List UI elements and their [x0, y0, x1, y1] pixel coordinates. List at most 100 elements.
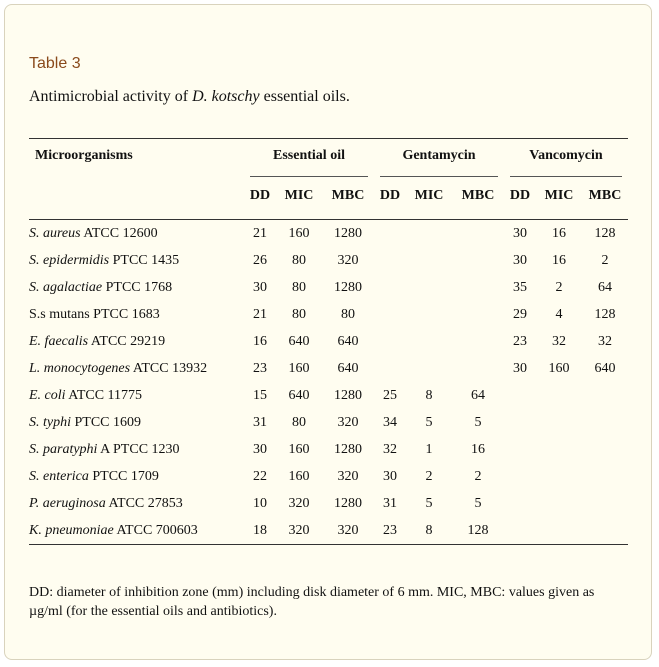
eo-dd-cell: 21 [253, 306, 267, 322]
eo-mbc-header: MBC [331, 188, 365, 203]
table-panel: Table 3 Antimicrobial activity of D. kot… [4, 4, 652, 660]
eo-mic-cell: 80 [292, 279, 306, 295]
gen-dd-cell [374, 355, 406, 382]
van-mic-cell: 4 [555, 306, 563, 322]
strain-code: PTCC 1609 [71, 414, 142, 430]
vancomycin-label: Vancomycin [529, 148, 603, 163]
gen-mbc-cell [452, 328, 504, 355]
gen-mic-cell: 1 [425, 441, 433, 457]
microorganism-cell: S. agalactiae PTCC 1768 [29, 274, 244, 301]
van-dd-cell [504, 490, 536, 517]
gen-dd-cell: 23 [383, 522, 397, 538]
van-mic-cell [536, 517, 582, 545]
strain-code: ATCC 27853 [105, 495, 183, 511]
gentamycin-header: Gentamycin [374, 139, 504, 177]
species-name: E. faecalis [29, 333, 89, 349]
species-name: S. typhi [29, 414, 71, 430]
microorganism-cell: S. aureus ATCC 12600 [29, 220, 244, 248]
gen-dd-cell [374, 220, 406, 248]
eo-mbc-cell: 1280 [334, 495, 362, 511]
van-mic-cell: 32 [552, 333, 566, 349]
species-name: S. epidermidis [29, 252, 110, 268]
species-name: K. pneumoniae [29, 522, 114, 538]
gen-mbc-header: MBC [461, 188, 495, 203]
eo-dd-cell: 30 [253, 441, 267, 457]
van-mic-cell [536, 382, 582, 409]
eo-mic-cell: 640 [288, 333, 310, 349]
eo-dd-cell: 23 [253, 360, 267, 376]
strain-code: ATCC 700603 [113, 522, 198, 538]
van-mbc-cell: 640 [594, 360, 616, 376]
van-mbc-cell: 2 [601, 252, 609, 268]
van-dd-header: DD [509, 188, 531, 203]
gen-mic-cell: 5 [425, 414, 433, 430]
van-mic-cell [536, 463, 582, 490]
eo-mbc-cell: 320 [337, 252, 359, 268]
eo-mbc-cell: 320 [337, 522, 359, 538]
van-dd-cell: 23 [513, 333, 527, 349]
eo-mic-cell: 320 [288, 495, 310, 511]
eo-mbc-cell: 1280 [334, 279, 362, 295]
gen-mic-cell: 8 [425, 387, 433, 403]
caption-species: D. kotschy [192, 88, 260, 105]
van-mbc-cell: 32 [598, 333, 612, 349]
van-dd-cell: 30 [513, 360, 527, 376]
table-row: S. aureus ATCC 12600 21 160 1280 30 16 128 [29, 220, 628, 248]
eo-mic-header: MIC [284, 188, 314, 203]
eo-mic-cell: 80 [292, 252, 306, 268]
table-row: S. typhi PTCC 1609 31 80 320 34 5 5 [29, 409, 628, 436]
gen-mbc-cell: 16 [471, 441, 485, 457]
table-row: S. epidermidis PTCC 1435 26 80 320 30 16 2 [29, 247, 628, 274]
subheader-row: DD MIC MBC DD MIC MBC DD MIC MBC [29, 173, 628, 220]
table-row: S.s mutans PTCC 1683 21 80 80 29 4 128 [29, 301, 628, 328]
species-name: L. monocytogenes [29, 360, 131, 376]
species-name: E. coli [29, 387, 66, 403]
strain-code: PTCC 1768 [102, 279, 173, 295]
microorganism-cell: S.s mutans PTCC 1683 [29, 301, 244, 328]
van-mbc-cell [582, 409, 628, 436]
eo-mic-cell: 160 [288, 468, 310, 484]
eo-dd-cell: 26 [253, 252, 267, 268]
eo-dd-cell: 21 [253, 225, 267, 241]
van-dd-cell: 30 [513, 252, 527, 268]
gen-dd-cell [374, 328, 406, 355]
table-row: S. enterica PTCC 1709 22 160 320 30 2 2 [29, 463, 628, 490]
microorganism-cell: S. paratyphi A PTCC 1230 [29, 436, 244, 463]
eo-mic-cell: 160 [288, 360, 310, 376]
gen-mbc-cell [452, 274, 504, 301]
gen-dd-cell [374, 274, 406, 301]
species-name: P. aeruginosa [29, 495, 106, 511]
strain-code: ATCC 11775 [65, 387, 143, 403]
gen-dd-cell: 31 [383, 495, 397, 511]
eo-mic-cell: 320 [288, 522, 310, 538]
microorganisms-header: Microorganisms [35, 148, 133, 163]
microorganism-cell: P. aeruginosa ATCC 27853 [29, 490, 244, 517]
microorganism-cell: S. enterica PTCC 1709 [29, 463, 244, 490]
van-dd-cell [504, 463, 536, 490]
gen-mbc-cell [452, 220, 504, 248]
gen-mbc-cell: 5 [474, 414, 482, 430]
gen-mic-cell [406, 274, 452, 301]
van-mic-cell [536, 490, 582, 517]
van-dd-cell: 30 [513, 225, 527, 241]
gen-mic-cell [406, 301, 452, 328]
antimicrobial-table: Microorganisms Essential oil Gentamycin … [29, 138, 628, 545]
eo-mbc-cell: 1280 [334, 387, 362, 403]
microorganism-cell: L. monocytogenes ATCC 13932 [29, 355, 244, 382]
table-row: P. aeruginosa ATCC 27853 10 320 1280 31 5 5 [29, 490, 628, 517]
gen-mbc-cell [452, 301, 504, 328]
table-row: E. faecalis ATCC 29219 16 640 640 23 32 32 [29, 328, 628, 355]
van-mic-header: MIC [544, 188, 574, 203]
van-mic-cell: 16 [552, 252, 566, 268]
van-mic-cell: 2 [555, 279, 563, 295]
gen-dd-header: DD [379, 188, 401, 203]
strain-code: PTCC 1435 [109, 252, 180, 268]
gen-dd-cell: 34 [383, 414, 397, 430]
van-mic-cell [536, 436, 582, 463]
species-name: S. paratyphi [29, 441, 98, 457]
van-dd-cell: 29 [513, 306, 527, 322]
eo-dd-cell: 16 [253, 333, 267, 349]
van-mbc-header: MBC [588, 188, 622, 203]
eo-mbc-cell: 640 [337, 360, 359, 376]
microorganism-cell: K. pneumoniae ATCC 700603 [29, 517, 244, 545]
